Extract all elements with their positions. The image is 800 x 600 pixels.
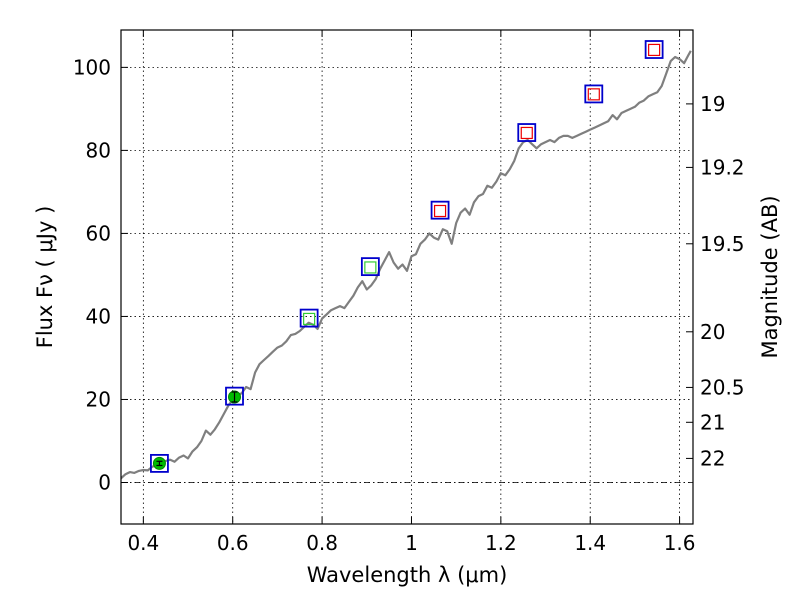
observed-point-marker (303, 312, 316, 326)
model-point-marker (360, 257, 380, 277)
x-tick-label: 1.4 (574, 531, 606, 555)
x-tick-label: 0.6 (217, 531, 249, 555)
y-tick-label: 20 (86, 387, 111, 411)
grid-lines (121, 30, 693, 524)
observed-point-marker (648, 43, 661, 57)
model-point-marker (517, 123, 537, 142)
y-tick-label: 40 (86, 304, 111, 328)
x-tick-label: 1 (405, 531, 418, 555)
x-tick-label: 0.8 (306, 531, 338, 555)
y-axis-label: Flux Fν ( μJy ) (33, 206, 57, 349)
model-point-marker (644, 40, 664, 59)
plot-frame (120, 29, 694, 525)
x-tick-label: 1.2 (485, 531, 517, 555)
y2-tick-label: 19.5 (700, 232, 745, 256)
y-tick-label: 80 (86, 138, 111, 162)
y2-tick-label: 19.2 (700, 155, 745, 179)
plot-series (121, 40, 692, 480)
spectrum-line (121, 50, 692, 480)
y-tick-label: 0 (98, 470, 111, 494)
y-tick-label: 100 (73, 55, 111, 79)
y2-tick-label: 20 (700, 320, 725, 344)
x-axis-label: Wavelength λ (μm) (307, 563, 508, 587)
y-tick-label: 60 (86, 221, 111, 245)
x-tick-label: 1.6 (664, 531, 696, 555)
y2-tick-label: 19 (700, 92, 725, 116)
model-point-marker (150, 453, 169, 473)
y2-tick-label: 20.5 (700, 375, 745, 399)
x-tick-label: 0.4 (127, 531, 159, 555)
x-axis-ticks: 0.4 0.6 0.8 1 1.2 1.4 1.6 (127, 30, 696, 555)
y2-tick-label: 22 (700, 446, 725, 470)
model-point-marker (225, 386, 244, 406)
model-point-marker (584, 84, 604, 104)
observed-point-marker (520, 126, 533, 140)
model-point-marker (299, 308, 319, 328)
model-point-marker (430, 200, 450, 220)
y2-axis-label: Magnitude (AB) (758, 195, 782, 358)
observed-point-marker (587, 88, 600, 101)
observed-point-marker (433, 204, 447, 218)
y2-tick-label: 21 (700, 410, 725, 434)
y2-axis-ticks: 19 19.2 19.5 20 20.5 21 22 (686, 92, 745, 470)
y-axis-ticks: 0 20 40 60 80 100 (73, 55, 128, 494)
observed-point-marker (364, 261, 377, 274)
